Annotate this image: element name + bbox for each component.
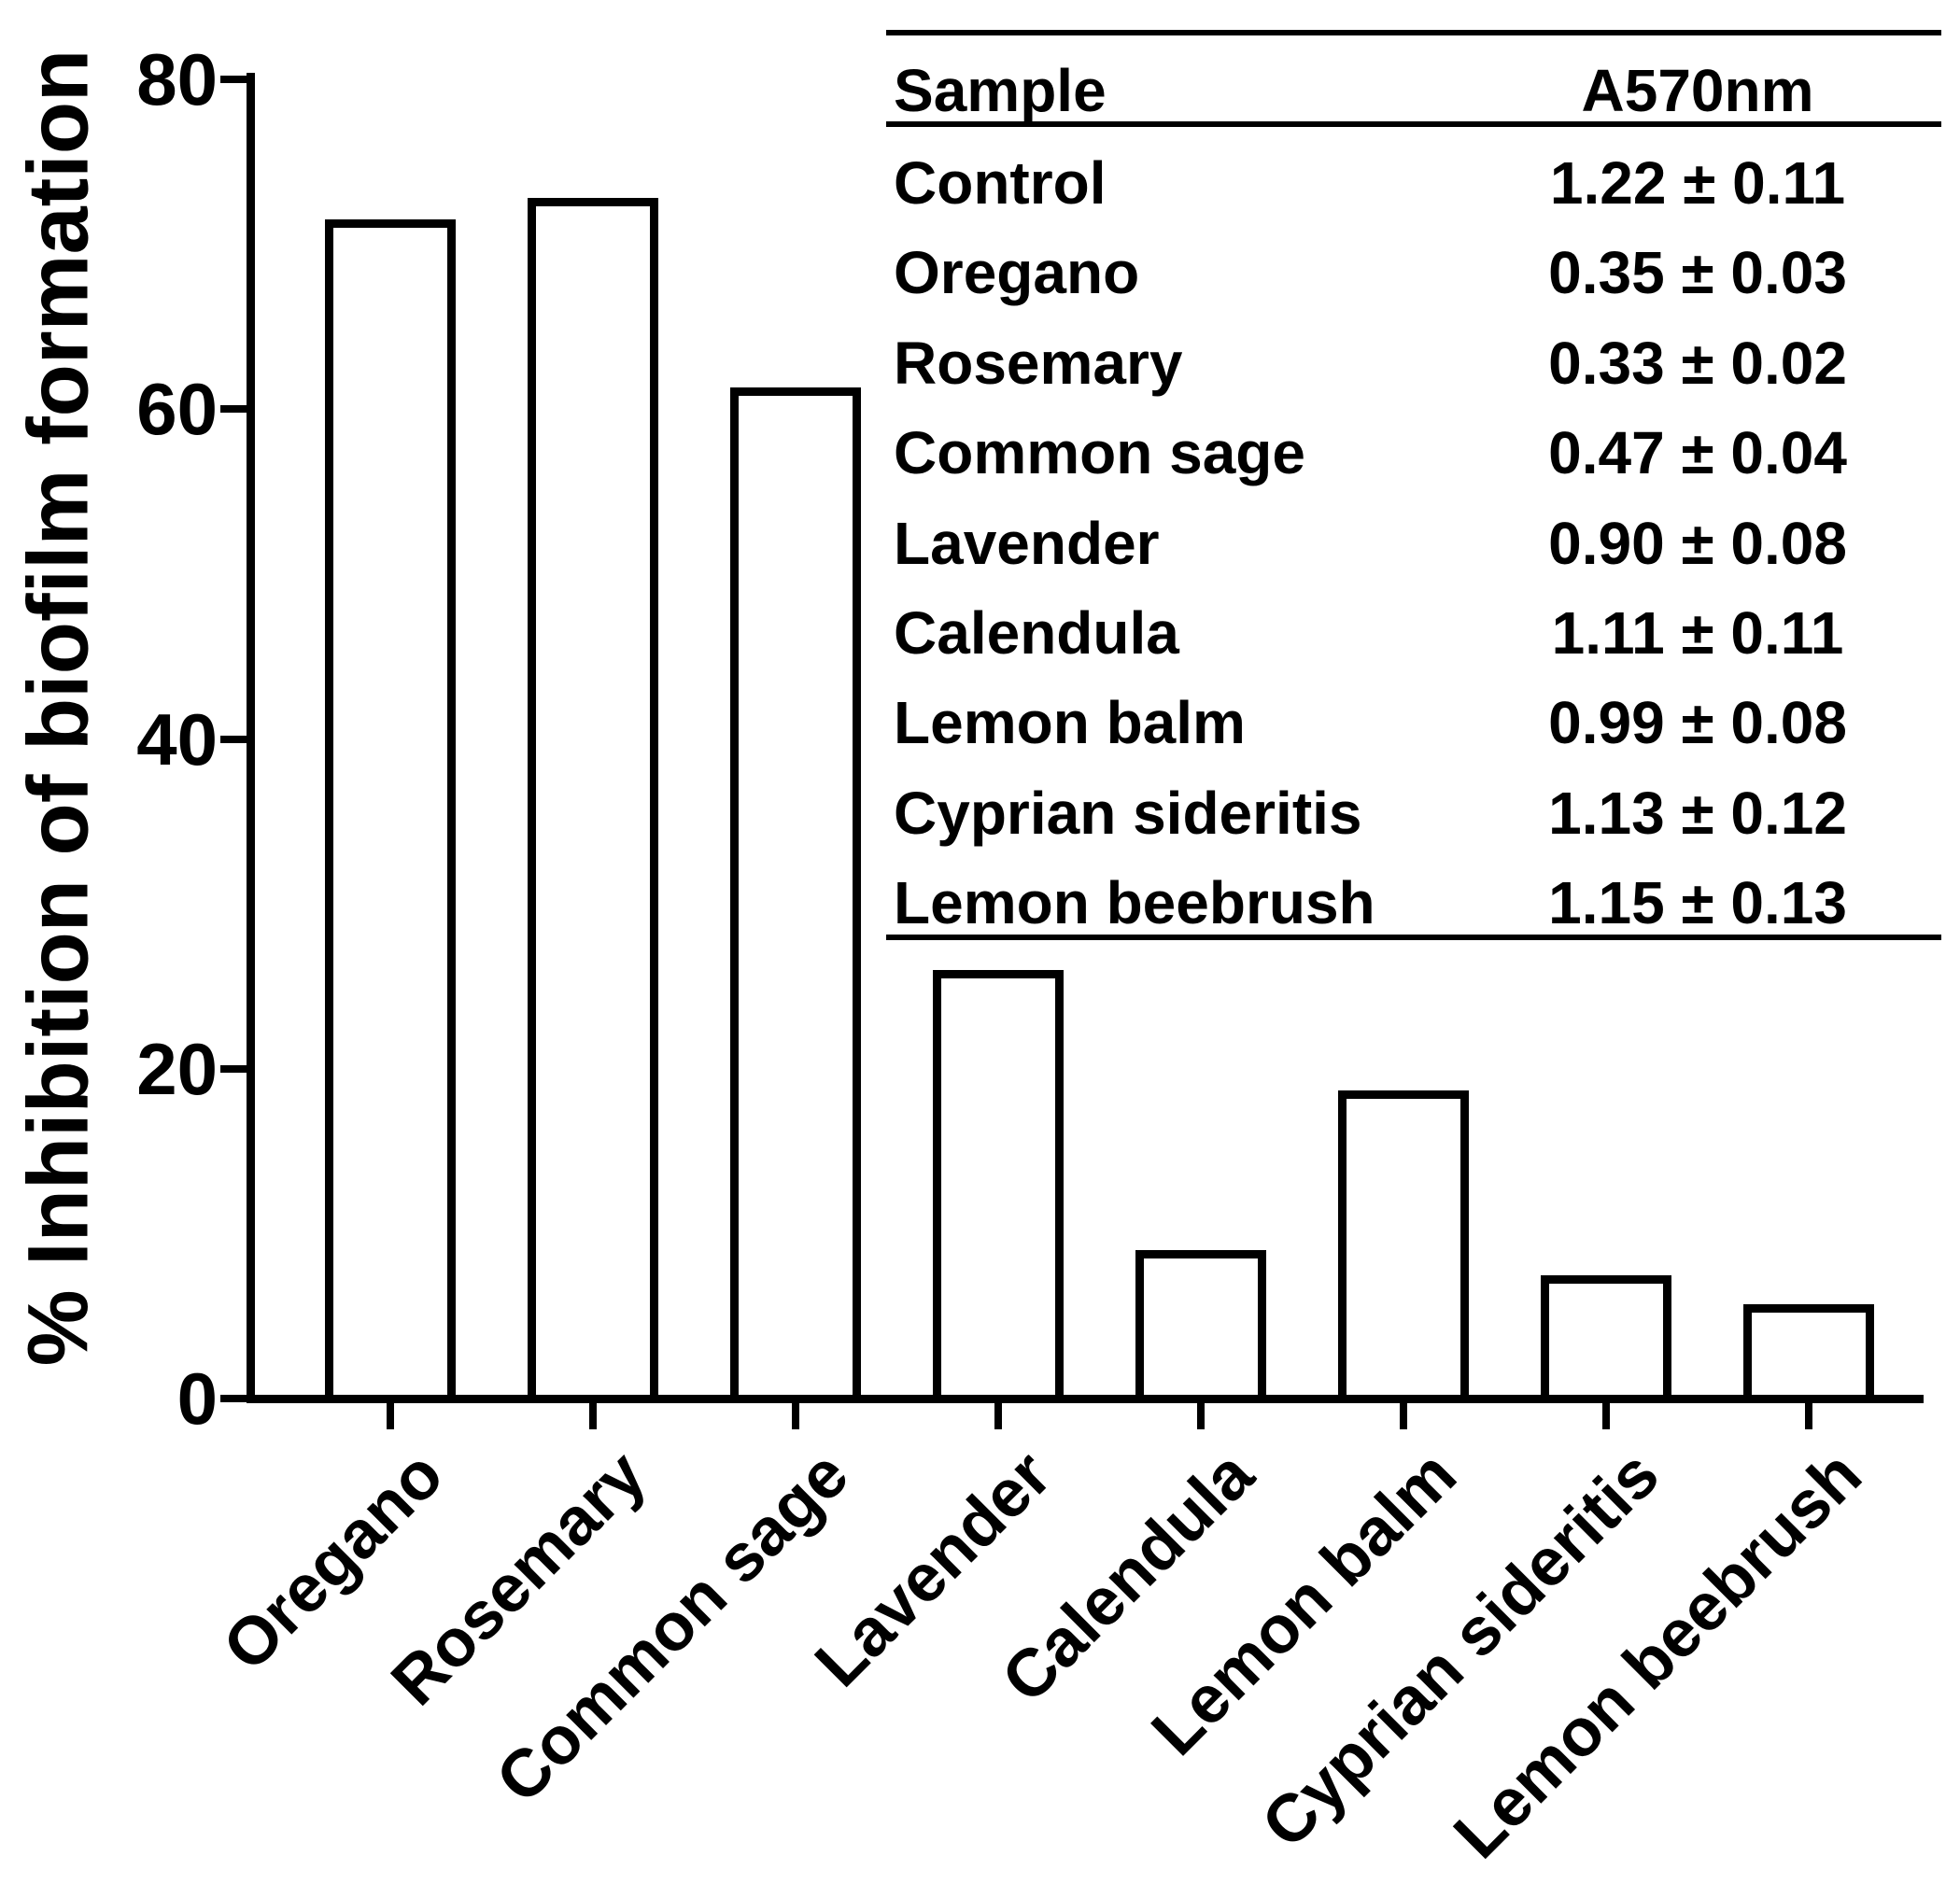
table-row-sample: Rosemary xyxy=(894,330,1183,397)
table-row-a570nm: 0.35 ± 0.03 xyxy=(1548,239,1847,306)
x-tick-mark xyxy=(1197,1403,1205,1429)
y-tick-label: 20 xyxy=(136,1028,218,1110)
y-tick-mark xyxy=(220,736,248,743)
table-row-a570nm: 0.47 ± 0.04 xyxy=(1548,419,1847,486)
x-tick-mark xyxy=(792,1403,799,1429)
table-row-sample: Control xyxy=(894,149,1107,217)
table-row-a570nm: 1.11 ± 0.11 xyxy=(1551,599,1844,667)
y-tick-mark xyxy=(220,405,248,413)
x-axis-line xyxy=(247,1395,1924,1403)
table-header-rule xyxy=(886,121,1941,127)
table-row-sample: Lemon beebrush xyxy=(894,869,1375,936)
x-tick-mark xyxy=(387,1403,394,1429)
y-axis-title: % Inhibition of biofilm formation xyxy=(10,49,106,1367)
table-row-sample: Lemon balm xyxy=(894,689,1246,756)
x-tick-mark xyxy=(1805,1403,1812,1429)
x-tick-mark xyxy=(1602,1403,1610,1429)
table-row-a570nm: 0.90 ± 0.08 xyxy=(1548,510,1847,577)
y-tick-mark xyxy=(220,1395,248,1402)
table-row-sample: Lavender xyxy=(894,510,1160,577)
bar-lemon-beebrush xyxy=(1743,1304,1874,1403)
table-row-a570nm: 1.15 ± 0.13 xyxy=(1548,869,1847,936)
bar-common-sage xyxy=(730,387,861,1403)
bar-lavender xyxy=(933,970,1064,1403)
bar-lemon-balm xyxy=(1338,1090,1469,1403)
table-row-a570nm: 1.13 ± 0.12 xyxy=(1548,780,1847,847)
table-row-sample: Oregano xyxy=(894,239,1140,306)
table-row-a570nm: 0.99 ± 0.08 xyxy=(1548,689,1847,756)
bar-cyprian-sideritis xyxy=(1541,1275,1671,1403)
table-row-sample: Common sage xyxy=(894,419,1305,486)
table-row-a570nm: 1.22 ± 0.11 xyxy=(1549,149,1846,217)
y-tick-label: 60 xyxy=(136,368,218,450)
table-row-a570nm: 0.33 ± 0.02 xyxy=(1548,330,1847,397)
table-row-sample: Calendula xyxy=(894,599,1179,667)
y-tick-mark xyxy=(220,1065,248,1073)
table-header-a570nm: A570nm xyxy=(1581,57,1814,124)
table-top-rule xyxy=(886,30,1941,35)
y-tick-label: 0 xyxy=(176,1357,218,1440)
y-tick-label: 40 xyxy=(136,698,218,780)
x-tick-label: Cyprian sideritis xyxy=(1248,1437,1673,1863)
y-tick-label: 80 xyxy=(136,38,218,120)
table-row-sample: Cyprian sideritis xyxy=(894,780,1362,847)
y-axis-line xyxy=(247,73,255,1403)
x-tick-label: Common sage xyxy=(482,1437,863,1818)
table-bottom-rule xyxy=(886,935,1941,940)
bar-calendula xyxy=(1135,1250,1266,1403)
table-header-sample: Sample xyxy=(894,57,1107,124)
y-tick-mark xyxy=(220,76,248,83)
x-tick-mark xyxy=(1400,1403,1407,1429)
bar-oregano xyxy=(325,219,456,1403)
bar-rosemary xyxy=(528,198,658,1403)
x-tick-mark xyxy=(994,1403,1002,1429)
x-tick-mark xyxy=(589,1403,597,1429)
